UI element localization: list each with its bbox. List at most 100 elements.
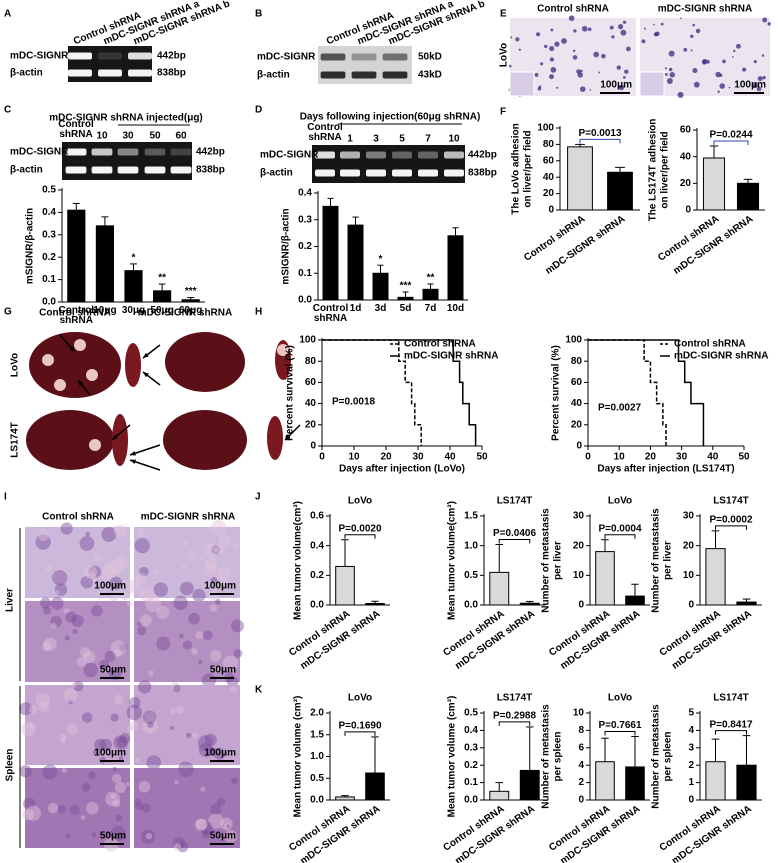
stain-dot [722,59,726,64]
row-label: LS174T [10,422,21,458]
inset [639,71,665,97]
tissue-texture [47,802,59,814]
nodule [277,344,289,356]
panel-label: D [255,105,262,116]
stain-dot [762,75,766,80]
gel-band [382,71,408,79]
tissue-texture [141,829,156,844]
stain-dot [626,46,631,52]
panel-label: K [255,685,263,696]
tissue-texture [65,611,77,623]
y-tick-label: 20 [573,540,585,551]
y-tick-label: 0.2 [298,241,312,252]
p-bracket [604,534,636,539]
tissue-texture [134,757,140,763]
stain-dot [735,43,741,49]
significance-mark: *** [400,281,412,292]
histology [134,601,240,682]
gel-column-label: 1 [347,134,353,145]
stain-dot [731,55,734,58]
x-tick-label: 50μg [150,305,174,316]
y-axis-label: per liver [663,541,674,580]
tissue-texture [191,648,198,655]
stain-dot [680,17,682,20]
tissue-texture [45,564,53,572]
tissue-texture [233,649,243,658]
tissue-texture [114,555,129,570]
tissue-texture [129,721,140,732]
x-tick-label: Control shRNA [58,305,95,326]
arrow-head [143,352,149,358]
stain-dot [653,23,655,26]
bar [705,761,726,801]
stain-dot [733,49,736,53]
gel-band [392,151,412,159]
significance-mark: * [132,253,136,264]
tissue-texture [118,756,124,761]
stain-dot [573,29,577,33]
gel-band [320,53,346,61]
tissue-texture [23,797,36,810]
y-tick-label: 30 [683,511,695,522]
x-tick-label: Control shRNA [312,303,349,324]
stain-dot [577,72,583,78]
significance-mark: *** [185,286,197,297]
row-label: Liver [5,588,16,612]
stain-dot [554,41,560,47]
y-tick-label: 0.3 [42,229,56,240]
y-tick-label: 100 [537,123,554,134]
tissue-texture [198,742,214,758]
bar [124,270,143,303]
bar [567,146,593,211]
histology [134,768,240,848]
y-axis-label: Mean tumor volume(cm³) [293,501,304,620]
y-tick-label: 80 [305,356,317,367]
bar [519,769,540,801]
tissue-texture [211,545,220,555]
tissue-texture [224,823,231,830]
gel-band [68,52,92,60]
tissue-texture [114,694,124,705]
tissue-texture [200,821,213,835]
arrow-head [130,459,136,464]
spleen [267,416,283,460]
chart-title: LoVo [348,693,372,704]
p-value: P=0.8417 [709,719,753,730]
stain-dot [534,72,539,77]
p-value: P=0.0018 [332,397,376,408]
y-tick-label: 2.0 [310,708,324,719]
stain-dot [668,67,673,72]
gel-band [117,148,139,156]
x-tick-label: 0 [319,452,325,463]
tissue-texture [179,581,194,596]
tissue-texture [73,680,84,692]
y-tick-label: 0.0 [310,600,324,611]
gel [312,145,465,183]
tissue-texture [29,705,38,714]
stain-dot [641,39,646,44]
gel-header: mDC-SIGNR shRNA injected(μg) [49,113,203,124]
p-bracket [713,140,749,145]
tissue-texture [216,566,231,581]
tissue-texture [135,572,147,585]
y-tick-label: 0.4 [464,725,478,736]
tissue-texture [119,733,131,744]
tissue-texture [101,567,115,581]
stain-dot [611,35,615,39]
stain-dot [666,78,673,84]
x-tick-label: 30μg [121,305,146,316]
y-tick-label: 80 [543,139,555,150]
tissue-texture [99,738,113,752]
stain-dot [719,83,726,89]
tissue-texture [152,569,158,576]
tissue-texture [141,803,151,813]
gel-band [98,69,122,77]
y-tick-label: 1.5 [310,729,324,740]
tissue-texture [80,815,86,820]
gel-row-label: mDC-SIGNR [10,147,69,158]
tissue-texture [180,563,187,570]
stain-dot [715,71,721,78]
liver [26,410,114,470]
y-tick-label: 40 [305,398,317,409]
y-tick-label: 0.1 [464,777,478,788]
